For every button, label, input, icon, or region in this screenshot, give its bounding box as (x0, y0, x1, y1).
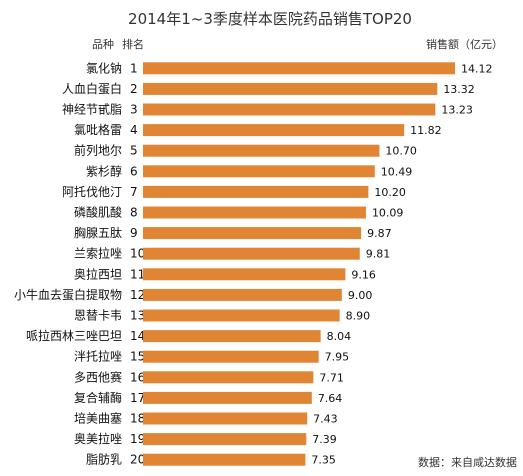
rank-label: 3 (130, 103, 138, 117)
rank-label: 4 (130, 123, 138, 137)
bars-group: 氯化钠 1 14.12 人血白蛋白 2 13.32 神经节甙脂 3 13.23 氯吡格雷 4 11.8… (14, 60, 493, 466)
category-label: 兰索拉唑 (74, 246, 122, 261)
rank-label: 12 (130, 288, 145, 302)
rank-label: 1 (130, 61, 138, 75)
bar (143, 103, 436, 116)
value-label: 13.32 (443, 83, 475, 96)
bar (143, 82, 438, 95)
category-label: 复合辅酶 (74, 390, 122, 405)
bar (143, 412, 308, 425)
category-label: 培美曲塞 (74, 411, 122, 426)
value-label: 9.00 (348, 289, 373, 302)
bar (143, 62, 455, 75)
value-label: 9.87 (367, 227, 392, 240)
bar (143, 288, 342, 301)
rank-label: 13 (130, 309, 145, 323)
category-label: 奥美拉唑 (74, 431, 122, 446)
value-label: 10.70 (385, 145, 417, 158)
category-label: 恩替卡韦 (74, 309, 122, 323)
bar (143, 371, 314, 384)
rank-label: 7 (130, 185, 138, 199)
category-label: 多西他赛 (74, 369, 122, 384)
bar (143, 185, 369, 198)
rank-label: 10 (130, 247, 145, 261)
category-label: 氯吡格雷 (74, 122, 122, 137)
category-label: 神经节甙脂 (62, 102, 122, 117)
rank-label: 20 (130, 453, 145, 467)
header-product: 品种 (92, 37, 114, 51)
value-axis-label: 销售额（亿元） (426, 37, 503, 51)
rank-label: 6 (130, 164, 138, 178)
bar (143, 206, 366, 219)
category-label: 氯化钠 (86, 60, 122, 75)
value-label: 9.16 (351, 268, 376, 281)
rank-label: 17 (130, 391, 145, 405)
bar (143, 165, 375, 178)
rank-label: 8 (130, 206, 138, 220)
rank-label: 5 (130, 144, 138, 158)
bar (143, 350, 319, 363)
category-label: 阿托伐他汀 (62, 185, 122, 199)
value-label: 8.90 (346, 310, 371, 323)
rank-label: 11 (130, 267, 145, 281)
bar (143, 330, 321, 343)
value-label: 7.64 (318, 392, 343, 405)
bar (143, 433, 307, 446)
category-label: 紫杉醇 (86, 163, 122, 178)
value-label: 7.43 (313, 413, 338, 426)
rank-label: 18 (130, 412, 145, 426)
chart-title: 2014年1~3季度样本医院药品销售TOP20 (128, 10, 412, 28)
category-label: 磷酸肌酸 (74, 205, 122, 220)
category-label: 胸腺五肽 (74, 225, 122, 240)
bar (143, 268, 346, 281)
header-rank: 排名 (122, 37, 144, 51)
value-label: 7.71 (319, 371, 344, 384)
rank-label: 19 (130, 432, 145, 446)
data-source: 数据：来自咸达数据 (418, 455, 517, 469)
value-label: 10.09 (372, 207, 404, 220)
bar (143, 124, 405, 137)
category-label: 前列地尔 (74, 143, 122, 158)
value-label: 7.95 (325, 351, 350, 364)
rank-label: 2 (130, 82, 138, 96)
value-label: 9.81 (366, 248, 391, 261)
value-label: 7.35 (311, 454, 336, 467)
bar (143, 453, 306, 466)
category-label: 脂肪乳 (86, 452, 122, 467)
category-label: 小牛血去蛋白提取物 (14, 287, 122, 302)
rank-label: 16 (130, 370, 145, 384)
rank-label: 15 (130, 350, 145, 364)
category-label: 奥拉西坦 (74, 266, 122, 281)
value-label: 8.04 (327, 330, 352, 343)
category-label: 泮托拉唑 (74, 349, 122, 364)
value-label: 14.12 (461, 62, 493, 75)
value-label: 10.49 (381, 165, 413, 178)
bar (143, 247, 360, 260)
rank-label: 9 (130, 226, 138, 240)
bar (143, 227, 362, 240)
rank-label: 14 (130, 329, 145, 343)
category-label: 哌拉西林三唑巴坦 (26, 328, 122, 343)
value-label: 13.23 (441, 104, 473, 117)
bar (143, 144, 380, 157)
value-label: 11.82 (410, 124, 442, 137)
value-label: 10.20 (374, 186, 406, 199)
value-label: 7.39 (312, 433, 337, 446)
category-label: 人血白蛋白 (62, 81, 122, 96)
bar (143, 391, 312, 404)
bar (143, 309, 340, 322)
